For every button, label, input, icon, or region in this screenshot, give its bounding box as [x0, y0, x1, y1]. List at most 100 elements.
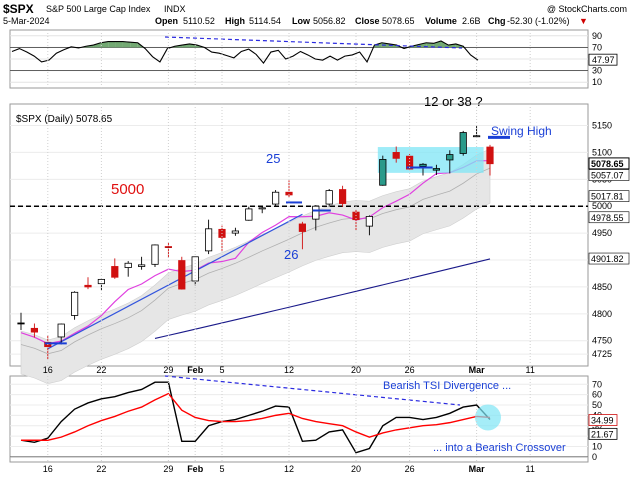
price-x-tick-label: 5 [219, 365, 224, 375]
header-open-value: 5110.52 [183, 16, 215, 26]
header-chg-arrow: ▼ [579, 16, 588, 26]
price-candle-body [365, 216, 374, 227]
price-right-label-box [588, 190, 630, 202]
header-high-value: 5114.54 [249, 16, 281, 26]
price-candle-body [124, 262, 132, 268]
swing-high-label: Swing High [491, 124, 552, 138]
tsi-line [20, 381, 491, 454]
tsi-right-label: 21.67 [591, 429, 614, 439]
tsi-x-tick-label: 16 [43, 464, 53, 474]
tsi-crossover-highlight [475, 404, 501, 431]
tsi-x-tick-label: 22 [96, 464, 106, 474]
price-right-label: 4901.82 [591, 254, 624, 264]
tsi-crossover-label: ... into a Bearish Crossover [433, 442, 566, 454]
price-candle-body [204, 228, 213, 252]
price-y-tick-label: 4725 [592, 349, 612, 359]
price-candle-body [231, 230, 239, 234]
price-candle-body [17, 322, 25, 325]
price-x-tick-label: 20 [351, 365, 361, 375]
price-candle-body [432, 168, 441, 171]
header-volume-value: 2.6B [462, 16, 481, 26]
tsi-divergence-line [164, 375, 461, 406]
price-candle-body [164, 246, 172, 248]
tsi-x-tick-label: 5 [219, 464, 224, 474]
price-candle-body [459, 132, 467, 154]
tsi-x-tick-label: Feb [187, 464, 204, 474]
price-y-tick-label: 4950 [592, 228, 612, 238]
price-ma-slow [154, 258, 491, 339]
header-name: S&P 500 Large Cap Index [46, 4, 151, 14]
price-candle-body [405, 155, 414, 170]
price-x-tick-label: 12 [284, 365, 294, 375]
price-x-tick-label: Mar [469, 365, 486, 375]
osc-overbought-fill [426, 42, 434, 48]
osc-overbought-fill [130, 42, 138, 48]
osc-y-tick-label: 10 [592, 77, 602, 87]
price-right-label: 5057.07 [591, 171, 624, 181]
price-candle-body [472, 135, 481, 138]
price-candle-body [84, 284, 92, 288]
price-candle-body [258, 207, 266, 210]
price-consolidation-box [377, 147, 484, 173]
header-chg-value: -52.30 (-1.02%) [507, 16, 570, 26]
level-5000-label: 5000 [111, 181, 144, 198]
tsi-right-label-box [588, 414, 618, 426]
header-date: 5-Mar-2024 [3, 16, 50, 26]
tsi-y-tick-label: 60 [592, 390, 602, 400]
price-y-tick-label: 4800 [592, 309, 612, 319]
header-chg-label: Chg [488, 16, 506, 26]
osc-overbought-fill [108, 41, 116, 48]
osc-divergence-line [164, 36, 463, 49]
price-right-label-box [588, 157, 630, 170]
price-candle-body [71, 291, 79, 316]
tsi-divergence-label: Bearish TSI Divergence ... [383, 380, 511, 392]
price-legend: $SPX (Daily) 5078.65 [16, 114, 113, 125]
price-candle-body [271, 191, 280, 205]
price-right-label: 4978.55 [591, 213, 624, 223]
question-label: 12 or 38 ? [424, 94, 483, 109]
price-x-tick-label: 29 [163, 365, 173, 375]
header-exchange: INDX [164, 4, 186, 14]
price-candle-body [111, 266, 119, 278]
header-symbol: $SPX [3, 2, 34, 16]
header-high-label: High [225, 16, 245, 26]
header-close-value: 5078.65 [382, 16, 415, 26]
osc-overbought-fill [115, 41, 123, 48]
tsi-right-label: 34.99 [591, 416, 614, 426]
osc-y-tick-label: 90 [592, 31, 602, 41]
header-open-label: Open [155, 16, 178, 26]
price-candle-body [419, 163, 427, 167]
day-25-label: 25 [266, 151, 280, 166]
price-trendline [47, 213, 303, 350]
price-candle-body [379, 159, 387, 186]
tsi-x-tick-label: 12 [284, 464, 294, 474]
price-candle-body [298, 223, 307, 232]
tsi-x-tick-label: 20 [351, 464, 361, 474]
osc-overbought-fill [93, 42, 101, 48]
osc-y-tick-label: 30 [592, 66, 602, 76]
price-candle-body [57, 323, 65, 338]
osc-overbought-fill [100, 41, 109, 48]
tsi-x-tick-label: 29 [163, 464, 173, 474]
price-candle-body [151, 244, 159, 265]
day-26-label: 26 [284, 247, 298, 262]
header-volume-label: Volume [425, 16, 457, 26]
tsi-y-tick-label: 70 [592, 379, 602, 389]
price-candle-body [245, 208, 253, 221]
price-candle-body [178, 260, 186, 290]
price-x-tick-label: 22 [96, 365, 106, 375]
price-candle-body [30, 327, 39, 333]
price-right-label-box [588, 211, 630, 224]
price-y-tick-label: 5000 [592, 201, 612, 211]
tsi-y-tick-label: 50 [592, 400, 602, 410]
osc-overbought-fill [433, 41, 442, 48]
price-right-label: 5078.65 [591, 159, 624, 169]
price-right-label: 5017.81 [591, 192, 624, 202]
osc-last-value-box [588, 53, 618, 66]
price-x-tick-label: Feb [187, 365, 204, 375]
osc-last-value: 47.97 [592, 55, 615, 65]
header-low-label: Low [292, 16, 311, 26]
price-candle-body [137, 264, 146, 267]
